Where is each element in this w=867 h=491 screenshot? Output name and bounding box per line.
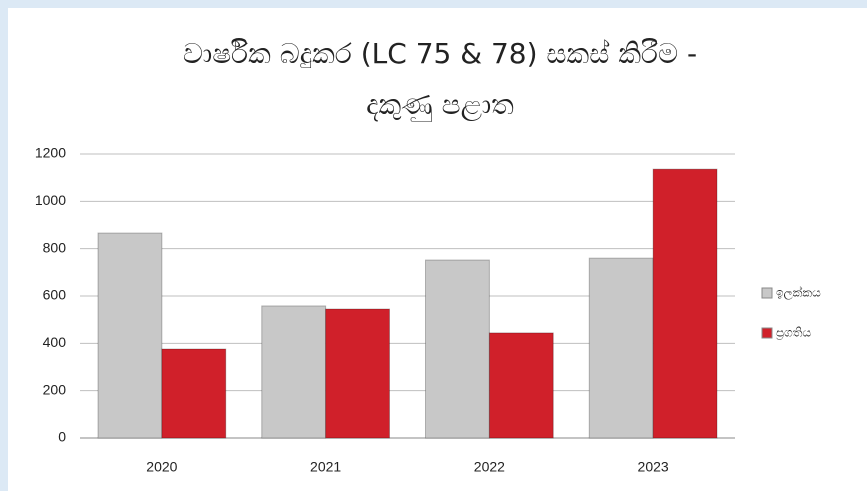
bar [425, 259, 490, 439]
y-tick-label: 0 [58, 429, 66, 445]
y-tick-label: 200 [43, 381, 67, 397]
chart-title: වාර්ෂික බදුකර (LC 75 & 78) සකස් කිරීම - [183, 37, 697, 70]
bar [161, 348, 227, 439]
legend-swatch [761, 287, 773, 299]
x-tick-label: 2023 [638, 459, 669, 475]
y-tick-label: 1000 [35, 192, 66, 208]
y-tick-label: 1200 [35, 145, 66, 161]
legend-swatch [761, 327, 773, 339]
bar [97, 232, 163, 439]
x-tick-label: 2022 [474, 459, 505, 475]
chart-title: දකුණු පළාත [366, 88, 514, 122]
bar [488, 332, 554, 439]
bar [261, 305, 327, 439]
y-tick-label: 600 [43, 287, 67, 303]
y-tick-label: 400 [43, 334, 67, 350]
bar [588, 257, 654, 439]
y-tick-label: 800 [43, 239, 67, 255]
legend-label: ඉලක්කය [776, 285, 821, 300]
bar [652, 168, 718, 439]
x-tick-label: 2020 [146, 459, 177, 475]
legend-label: ප්‍රගතිය [776, 326, 811, 341]
bar [325, 308, 390, 439]
x-tick-label: 2021 [310, 459, 341, 475]
